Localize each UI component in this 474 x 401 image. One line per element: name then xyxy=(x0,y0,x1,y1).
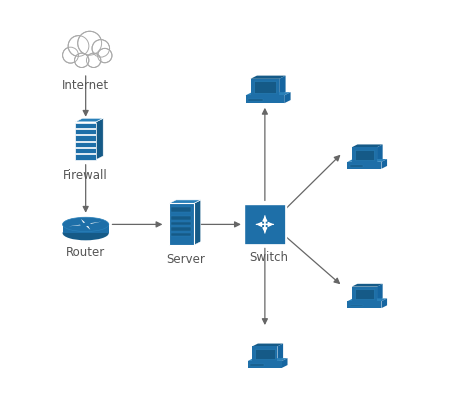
FancyBboxPatch shape xyxy=(171,207,191,212)
Polygon shape xyxy=(81,219,85,223)
Polygon shape xyxy=(246,92,291,95)
FancyBboxPatch shape xyxy=(252,346,277,361)
FancyBboxPatch shape xyxy=(347,301,382,308)
FancyBboxPatch shape xyxy=(75,135,96,141)
Polygon shape xyxy=(86,226,91,230)
Ellipse shape xyxy=(63,226,109,240)
FancyBboxPatch shape xyxy=(352,147,377,162)
Circle shape xyxy=(74,53,89,67)
Circle shape xyxy=(63,47,79,63)
FancyBboxPatch shape xyxy=(171,216,191,220)
FancyBboxPatch shape xyxy=(248,99,264,101)
Polygon shape xyxy=(352,144,383,147)
FancyBboxPatch shape xyxy=(171,222,191,225)
Polygon shape xyxy=(90,222,101,224)
FancyBboxPatch shape xyxy=(347,162,382,169)
Polygon shape xyxy=(377,284,383,301)
Polygon shape xyxy=(352,284,383,287)
Polygon shape xyxy=(244,204,285,245)
Polygon shape xyxy=(277,344,283,361)
FancyBboxPatch shape xyxy=(355,289,374,299)
FancyBboxPatch shape xyxy=(171,233,191,236)
FancyBboxPatch shape xyxy=(246,95,284,103)
Circle shape xyxy=(68,36,89,57)
Polygon shape xyxy=(248,358,288,361)
FancyBboxPatch shape xyxy=(75,148,96,153)
FancyBboxPatch shape xyxy=(251,79,279,95)
Ellipse shape xyxy=(65,44,110,66)
Polygon shape xyxy=(279,76,285,95)
Polygon shape xyxy=(347,298,387,301)
Text: Internet: Internet xyxy=(62,79,109,92)
Polygon shape xyxy=(63,225,109,233)
FancyBboxPatch shape xyxy=(248,361,282,368)
Text: Firewall: Firewall xyxy=(64,169,108,182)
Polygon shape xyxy=(251,76,285,79)
Circle shape xyxy=(98,49,112,63)
Text: Server: Server xyxy=(166,253,205,266)
FancyBboxPatch shape xyxy=(171,227,191,231)
FancyBboxPatch shape xyxy=(352,287,377,301)
Polygon shape xyxy=(284,92,291,103)
FancyBboxPatch shape xyxy=(254,81,276,93)
FancyBboxPatch shape xyxy=(349,165,363,167)
Polygon shape xyxy=(347,159,387,162)
Circle shape xyxy=(78,31,101,55)
Polygon shape xyxy=(69,225,81,226)
Circle shape xyxy=(92,40,109,57)
Text: Switch: Switch xyxy=(249,251,288,265)
FancyBboxPatch shape xyxy=(255,349,275,359)
FancyBboxPatch shape xyxy=(75,154,96,160)
FancyBboxPatch shape xyxy=(75,142,96,147)
Polygon shape xyxy=(382,298,387,308)
FancyBboxPatch shape xyxy=(169,203,193,245)
Circle shape xyxy=(86,53,101,67)
Ellipse shape xyxy=(63,217,109,231)
Polygon shape xyxy=(96,118,103,160)
FancyBboxPatch shape xyxy=(355,150,374,160)
Polygon shape xyxy=(377,144,383,162)
FancyBboxPatch shape xyxy=(349,305,363,306)
Polygon shape xyxy=(282,358,288,368)
Polygon shape xyxy=(169,200,201,203)
Polygon shape xyxy=(75,118,103,122)
Polygon shape xyxy=(193,200,201,245)
Polygon shape xyxy=(382,159,387,169)
FancyBboxPatch shape xyxy=(75,129,96,134)
FancyBboxPatch shape xyxy=(75,123,96,128)
Polygon shape xyxy=(252,344,283,346)
FancyBboxPatch shape xyxy=(250,365,264,366)
Text: Router: Router xyxy=(66,246,105,259)
